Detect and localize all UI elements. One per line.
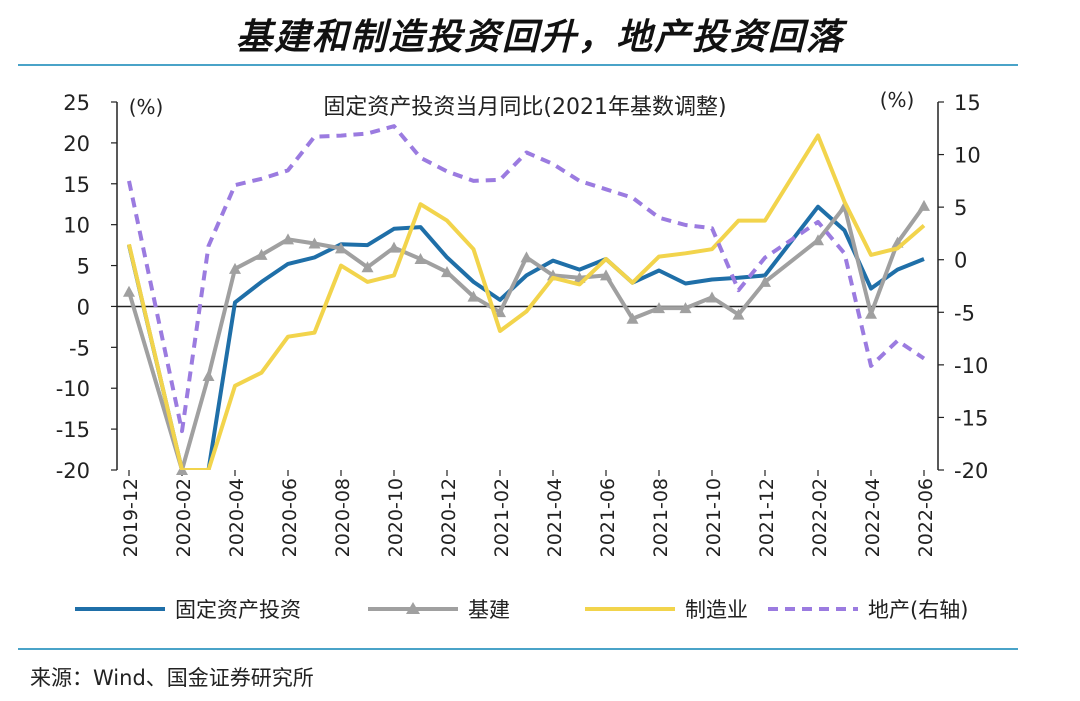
series-point-1 [732,308,745,320]
series-point-1 [335,242,347,254]
chart-title: 固定资产投资当月同比(2021年基数调整) [323,95,726,120]
x-tick-label: 2020-02 [173,478,195,557]
series-point-1 [759,275,771,287]
x-tick-label: 2020-12 [438,478,460,557]
right-tick-label: 0 [954,249,967,273]
chart-axes: 25 20 15 10 5 0 -5 -10 -15 -20 15 10 5 0 -5 -10 -15 -20 20… [56,91,989,557]
legend-label-1: 基建 [468,598,510,622]
legend-label-2: 制造业 [685,598,748,622]
left-tick-label: 0 [77,295,90,319]
series-point-1 [812,234,824,246]
left-tick-label: 10 [63,214,90,238]
series-point-1 [494,306,506,318]
x-tick-label: 2021-06 [597,478,619,557]
left-tick-label: 15 [63,173,90,197]
page-headline: 基建和制造投资回升，地产投资回落 [235,16,844,58]
right-tick-label: -15 [954,406,988,430]
series-point-1 [361,261,374,273]
series-point-1 [255,248,268,260]
left-tick-label: -20 [56,459,90,483]
left-tick-label: 25 [63,91,90,115]
plot-series [123,124,930,475]
legend-label-3: 地产(右轴) [868,598,968,622]
x-tick-label: 2021-10 [703,478,725,557]
series-point-1 [467,290,480,302]
series-point-1 [441,266,453,278]
series-point-1 [308,237,321,249]
series-point-1 [865,307,877,319]
right-tick-label: -10 [954,354,988,378]
series-point-1 [653,302,665,314]
legend: 固定资产投资 基建 制造业 地产(右轴) [75,598,968,622]
x-tick-label: 2022-06 [915,478,937,557]
series-point-1 [626,312,639,324]
left-axis-unit: (%) [129,95,164,119]
right-tick-label: 5 [954,196,967,220]
x-tick-label: 2021-12 [756,478,778,557]
legend-marker-1 [406,602,420,614]
left-tick-label: 5 [77,255,90,279]
series-line-0 [127,204,925,470]
left-tick-label: -10 [56,377,90,401]
series-point-1 [414,253,427,265]
series-point-1 [388,241,400,253]
x-tick-label: 2019-12 [120,478,142,557]
x-tick-label: 2021-02 [491,478,513,557]
x-tick-label: 2020-04 [226,478,248,557]
bottom-divider [18,648,1018,650]
series-point-1 [600,269,612,281]
right-tick-label: 10 [954,144,981,168]
series-line-1 [127,204,926,470]
series-point-1 [229,262,241,274]
x-tick-label: 2020-10 [385,478,407,557]
series-point-1 [520,251,533,263]
legend-label-0: 固定资产投资 [175,598,301,622]
series-line-2 [127,133,926,470]
series-point-1 [706,291,718,303]
right-tick-label: 15 [954,91,981,115]
series-line-3 [127,124,926,434]
series-point-1 [282,233,294,245]
right-tick-label: -5 [954,301,975,325]
x-tick-label: 2022-02 [809,478,831,557]
series-point-1 [202,369,215,381]
right-tick-label: -20 [954,459,988,483]
x-tick-label: 2021-04 [544,478,566,557]
x-tick-label: 2021-08 [650,478,672,557]
right-axis-unit: (%) [880,88,915,112]
x-tick-label: 2020-08 [332,478,354,557]
left-tick-label: 20 [63,132,90,156]
top-divider [18,64,1018,66]
x-tick-label: 2022-04 [862,478,884,557]
series-point-1 [918,199,930,211]
source-note: 来源：Wind、国金证券研究所 [30,666,314,690]
series-point-1 [123,285,135,297]
x-tick-label: 2020-06 [279,478,301,557]
left-tick-label: -15 [56,418,90,442]
series-point-1 [679,302,692,314]
left-tick-label: -5 [69,336,90,360]
